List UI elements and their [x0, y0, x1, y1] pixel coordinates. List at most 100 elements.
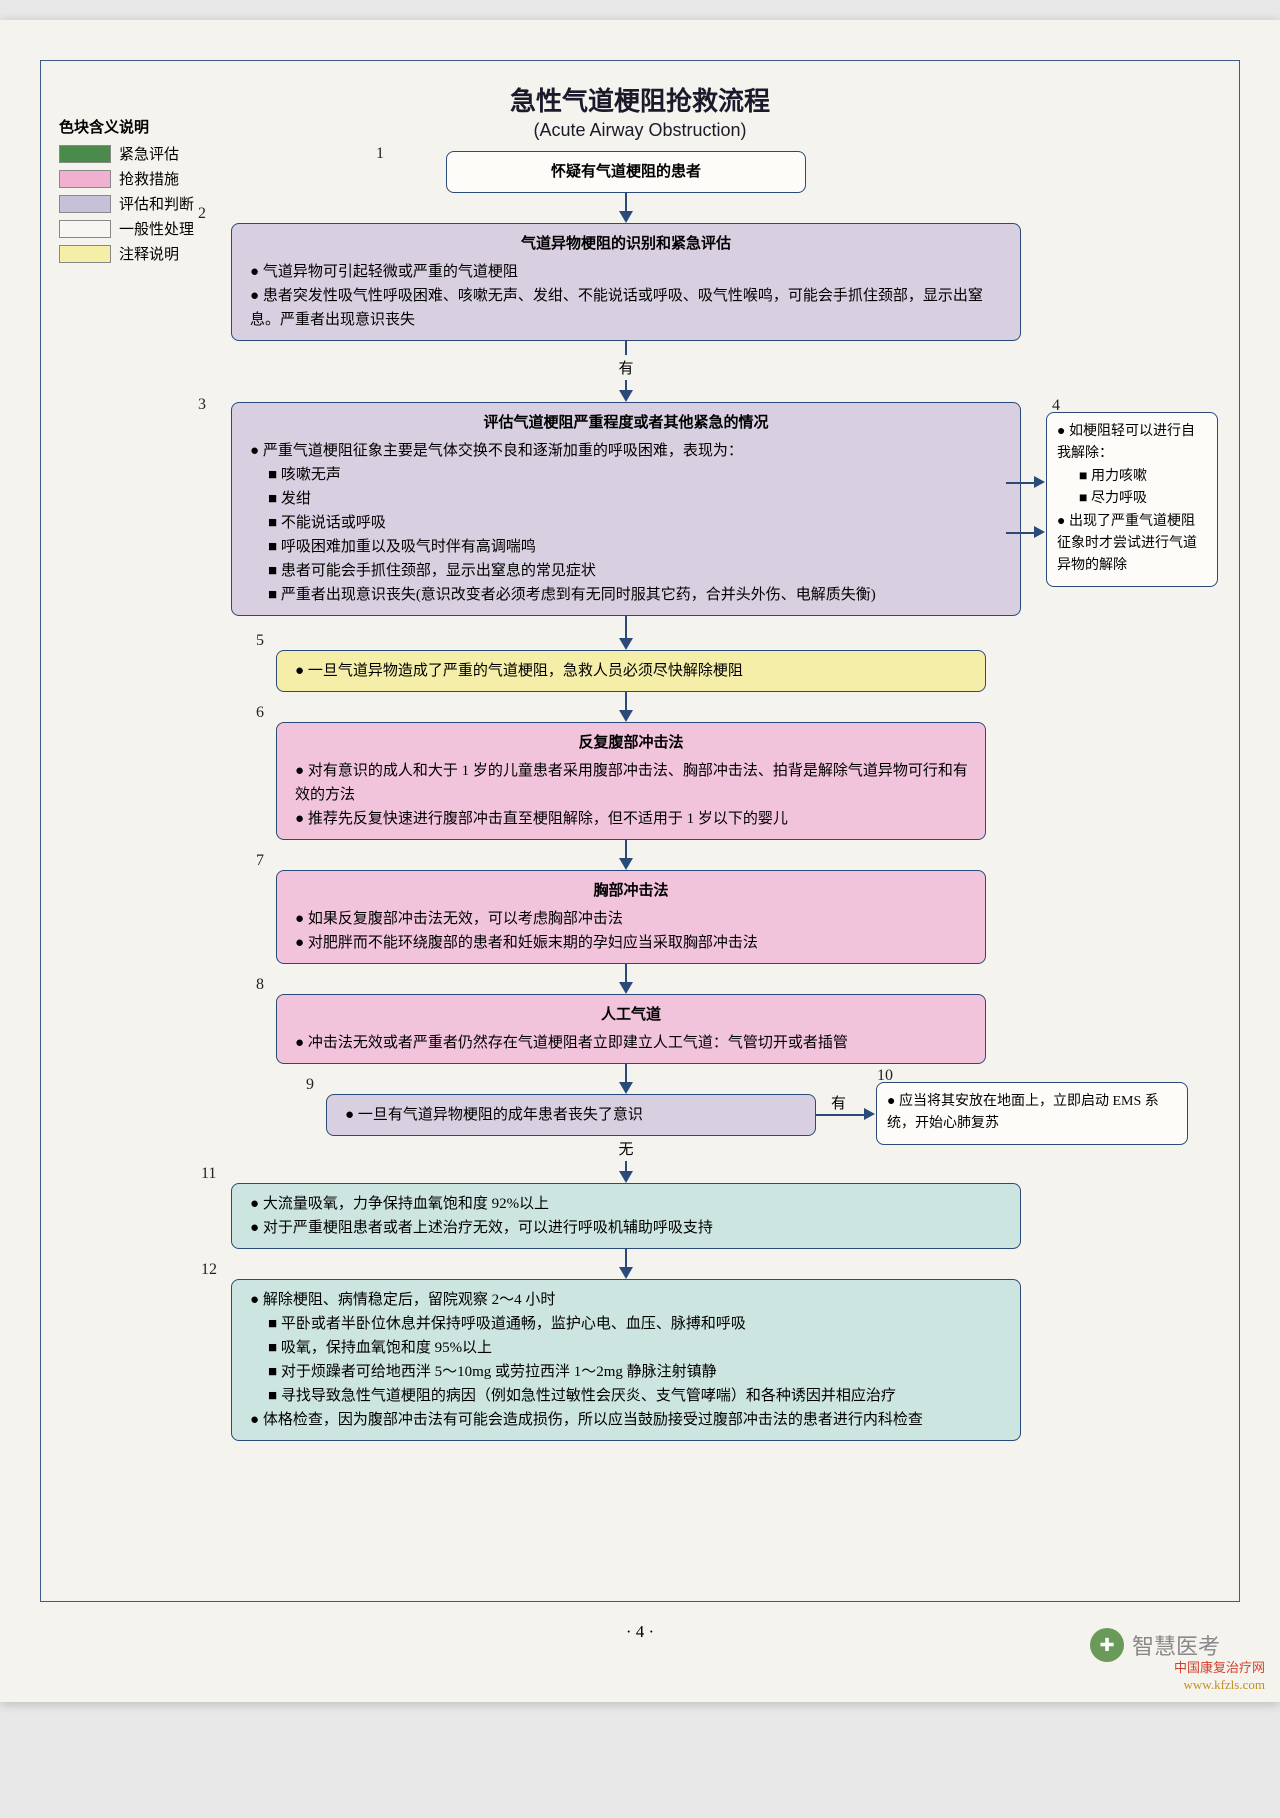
node-must-relieve: 一旦气道异物造成了严重的气道梗阻，急救人员必须尽快解除梗阻: [276, 650, 986, 692]
sub-item: 严重者出现意识丧失(意识改变者必须考虑到有无同时服其它药，合并头外伤、电解质失衡…: [268, 583, 1006, 607]
legend-label: 评估和判断: [119, 193, 194, 214]
step-number: 2: [198, 205, 206, 223]
legend-label: 注释说明: [119, 243, 179, 264]
legend-row: 注释说明: [59, 243, 194, 264]
node-text: 怀疑有气道梗阻的患者: [551, 164, 701, 180]
sub-item: 寻找导致急性气道梗阻的病因（例如急性过敏性会厌炎、支气管哮喘）和各种诱因并相应治…: [268, 1384, 1006, 1408]
node-self-relief: 4 如梗阻轻可以进行自我解除： 用力咳嗽 尽力呼吸 出现了严重气道梗阻征象时才尝…: [1046, 412, 1218, 587]
legend-label: 一般性处理: [119, 218, 194, 239]
sub-item: 发绀: [268, 487, 1006, 511]
wechat-watermark: ✚ 智慧医考: [1090, 1628, 1220, 1662]
connector-line: [625, 341, 627, 355]
legend-swatch: [59, 220, 111, 238]
connector-line: [625, 964, 627, 982]
node-chest-thrust: 胸部冲击法 如果反复腹部冲击法无效，可以考虑胸部冲击法 对肥胖而不能环绕腹部的患…: [276, 870, 986, 964]
legend-title: 色块含义说明: [59, 116, 194, 137]
sub-item: 平卧或者半卧位休息并保持呼吸道通畅，监护心电、血压、脉搏和呼吸: [268, 1312, 1006, 1336]
sub-item: 对于烦躁者可给地西泮 5～10mg 或劳拉西泮 1～2mg 静脉注射镇静: [268, 1360, 1006, 1384]
legend-row: 一般性处理: [59, 218, 194, 239]
node-text: 一旦气道异物造成了严重的气道梗阻，急救人员必须尽快解除梗阻: [295, 659, 971, 683]
connector-line: [625, 1064, 627, 1082]
connector-line: [816, 1114, 866, 1116]
step-number: 3: [198, 396, 206, 414]
bullet-item: 如果反复腹部冲击法无效，可以考虑胸部冲击法: [295, 907, 971, 931]
arrow-down-icon: [619, 1082, 633, 1094]
connector-label: 有: [216, 357, 1036, 378]
bullet-item: 大流量吸氧，力争保持血氧饱和度 92%以上: [250, 1192, 1006, 1216]
node-abdominal-thrust: 反复腹部冲击法 对有意识的成人和大于 1 岁的儿童患者采用腹部冲击法、胸部冲击法…: [276, 722, 986, 840]
arrow-right-icon: [864, 1108, 875, 1120]
legend-swatch: [59, 195, 111, 213]
node-title: 评估气道梗阻严重程度或者其他紧急的情况: [246, 411, 1006, 435]
connector-line: [1006, 532, 1036, 534]
wechat-icon: ✚: [1090, 1628, 1124, 1662]
connector-line: [1006, 482, 1036, 484]
step-number: 4: [1052, 393, 1060, 419]
main-border: 急性气道梗阻抢救流程 (Acute Airway Obstruction) 色块…: [40, 60, 1240, 1602]
connector-line: [625, 692, 627, 710]
sub-item: 用力咳嗽: [1079, 466, 1207, 488]
sub-item: 呼吸困难加重以及吸气时伴有高调喘鸣: [268, 535, 1006, 559]
bullet-item: 推荐先反复快速进行腹部冲击直至梗阻解除，但不适用于 1 岁以下的婴儿: [295, 807, 971, 831]
node-artificial-airway: 人工气道 冲击法无效或者严重者仍然存在气道梗阻者立即建立人工气道：气管切开或者插…: [276, 994, 986, 1064]
node-title: 胸部冲击法: [291, 879, 971, 903]
site-watermark: 中国康复治疗网 www.kfzls.com: [1174, 1660, 1265, 1694]
sub-item: 尽力呼吸: [1079, 488, 1207, 510]
node-title: 人工气道: [291, 1003, 971, 1027]
arrow-down-icon: [619, 858, 633, 870]
legend-row: 紧急评估: [59, 143, 194, 164]
connector-line: [625, 840, 627, 858]
bullet-lead: 严重气道梗阻征象主要是气体交换不良和逐渐加重的呼吸困难，表现为：: [250, 439, 1006, 463]
bullet-item: 体格检查，因为腹部冲击法有可能会造成损伤，所以应当鼓励接受过腹部冲击法的患者进行…: [250, 1408, 1006, 1432]
connector-line: [625, 193, 627, 211]
bullet-item: 冲击法无效或者严重者仍然存在气道梗阻者立即建立人工气道：气管切开或者插管: [295, 1031, 971, 1055]
flowchart-area: 1 怀疑有气道梗阻的患者 2 气道异物梗阻的识别和紧急评估 气道异物可引起轻微或…: [216, 151, 1036, 1441]
connector-line: [625, 1161, 627, 1171]
node-severity-eval: 评估气道梗阻严重程度或者其他紧急的情况 严重气道梗阻征象主要是气体交换不良和逐渐…: [231, 402, 1021, 616]
bullet-item: 气道异物可引起轻微或严重的气道梗阻: [250, 260, 1006, 284]
node-text: 一旦有气道异物梗阻的成年患者丧失了意识: [345, 1103, 801, 1127]
connector-line: [625, 380, 627, 390]
bullet-item: 患者突发性吸气性呼吸困难、咳嗽无声、发绀、不能说话或呼吸、吸气性喉鸣，可能会手抓…: [250, 284, 1006, 332]
bullet-item: 如梗阻轻可以进行自我解除：: [1057, 421, 1207, 466]
legend-swatch: [59, 145, 111, 163]
connector-line: [625, 616, 627, 638]
step-number: 11: [201, 1165, 216, 1183]
legend-label: 抢救措施: [119, 168, 179, 189]
bullet-item: 对肥胖而不能环绕腹部的患者和妊娠末期的孕妇应当采取胸部冲击法: [295, 931, 971, 955]
legend-swatch: [59, 245, 111, 263]
arrow-down-icon: [619, 1267, 633, 1279]
document-page: 急性气道梗阻抢救流程 (Acute Airway Obstruction) 色块…: [0, 20, 1280, 1702]
node-title: 反复腹部冲击法: [291, 731, 971, 755]
step-number: 1: [376, 145, 384, 163]
sub-item: 吸氧，保持血氧饱和度 95%以上: [268, 1336, 1006, 1360]
sub-item: 不能说话或呼吸: [268, 511, 1006, 535]
watermark-text: 智慧医考: [1132, 1629, 1220, 1661]
node-ems-cpr: 10 应当将其安放在地面上，立即启动 EMS 系统，开始心肺复苏: [876, 1082, 1188, 1145]
sub-item: 咳嗽无声: [268, 463, 1006, 487]
arrow-right-icon: [1034, 476, 1045, 488]
node-oxygen-support: 大流量吸氧，力争保持血氧饱和度 92%以上 对于严重梗阻患者或者上述治疗无效，可…: [231, 1183, 1021, 1249]
node-text: 应当将其安放在地面上，立即启动 EMS 系统，开始心肺复苏: [887, 1091, 1177, 1136]
connector-line: [625, 1249, 627, 1267]
arrow-down-icon: [619, 390, 633, 402]
page-number: · 4 ·: [40, 1622, 1240, 1642]
step-number: 5: [256, 632, 264, 650]
step-number: 6: [256, 704, 264, 722]
bullet-item: 对有意识的成人和大于 1 岁的儿童患者采用腹部冲击法、胸部冲击法、拍背是解除气道…: [295, 759, 971, 807]
site-url: www.kfzls.com: [1174, 1677, 1265, 1694]
arrow-down-icon: [619, 982, 633, 994]
legend: 色块含义说明 紧急评估 抢救措施 评估和判断 一般性处理 注释说明: [59, 116, 194, 268]
arrow-down-icon: [619, 638, 633, 650]
node-lost-consciousness: 一旦有气道异物梗阻的成年患者丧失了意识: [326, 1094, 816, 1136]
sub-item: 患者可能会手抓住颈部，显示出窒息的常见症状: [268, 559, 1006, 583]
legend-label: 紧急评估: [119, 143, 179, 164]
legend-row: 评估和判断: [59, 193, 194, 214]
arrow-down-icon: [619, 710, 633, 722]
node-title: 气道异物梗阻的识别和紧急评估: [246, 232, 1006, 256]
step-number: 9: [306, 1076, 314, 1094]
node-suspected-patient: 怀疑有气道梗阻的患者: [446, 151, 806, 193]
connector-label: 有: [831, 1092, 846, 1113]
arrow-down-icon: [619, 1171, 633, 1183]
node-recognition-eval: 气道异物梗阻的识别和紧急评估 气道异物可引起轻微或严重的气道梗阻 患者突发性吸气…: [231, 223, 1021, 341]
